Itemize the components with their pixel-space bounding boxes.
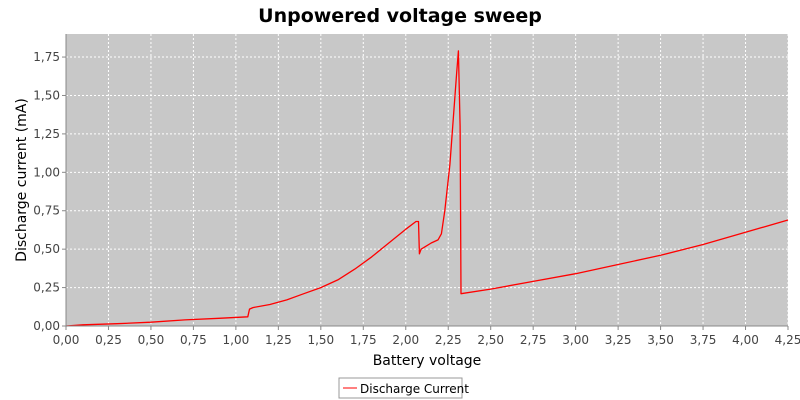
x-tick-label: 1,00 <box>223 333 250 347</box>
x-tick-label: 0,50 <box>138 333 165 347</box>
x-tick-label: 4,00 <box>732 333 759 347</box>
y-tick-label: 1,00 <box>33 165 60 179</box>
x-axis-ticks: 0,00 0,25 0,50 0,75 1,00 1,25 1,50 1,75 2,00 2,25… <box>53 326 800 347</box>
legend-box <box>338 377 463 399</box>
x-axis-label: Battery voltage <box>373 353 482 369</box>
x-tick-label: 0,75 <box>180 333 207 347</box>
x-tick-label: 0,25 <box>95 333 122 347</box>
x-tick-label: 1,25 <box>265 333 292 347</box>
x-tick-label: 3,75 <box>690 333 717 347</box>
x-tick-label: 2,00 <box>392 333 419 347</box>
x-tick-label: 2,50 <box>477 333 504 347</box>
plot-area <box>66 34 788 326</box>
chart-title: Unpowered voltage sweep <box>258 5 542 27</box>
x-tick-label: 2,75 <box>520 333 547 347</box>
series-line-discharge-current <box>65 50 789 327</box>
y-tick-label: 0,75 <box>33 204 60 218</box>
x-tick-label: 0,00 <box>53 333 80 347</box>
y-tick-label: 0,25 <box>33 281 60 295</box>
y-tick-label: 0,00 <box>33 319 60 333</box>
legend: Discharge Current <box>338 377 469 399</box>
series-layer <box>65 50 789 327</box>
x-tick-label: 2,25 <box>435 333 462 347</box>
y-axis-label: Discharge current (mA) <box>14 98 30 262</box>
x-tick-label: 3,50 <box>647 333 674 347</box>
y-tick-label: 0,50 <box>33 242 60 256</box>
x-tick-label: 1,75 <box>350 333 377 347</box>
x-tick-label: 3,25 <box>605 333 632 347</box>
x-tick-label: 1,50 <box>307 333 334 347</box>
x-tick-label: 3,00 <box>562 333 589 347</box>
x-tick-label: 4,25 <box>775 333 800 347</box>
y-tick-label: 1,50 <box>33 88 60 102</box>
legend-label-discharge-current: Discharge Current <box>360 382 469 396</box>
y-tick-label: 1,75 <box>33 50 60 64</box>
y-axis-ticks: 0,00 0,25 0,50 0,75 1,00 1,25 1,50 1,75 <box>33 50 66 333</box>
y-tick-label: 1,25 <box>33 127 60 141</box>
